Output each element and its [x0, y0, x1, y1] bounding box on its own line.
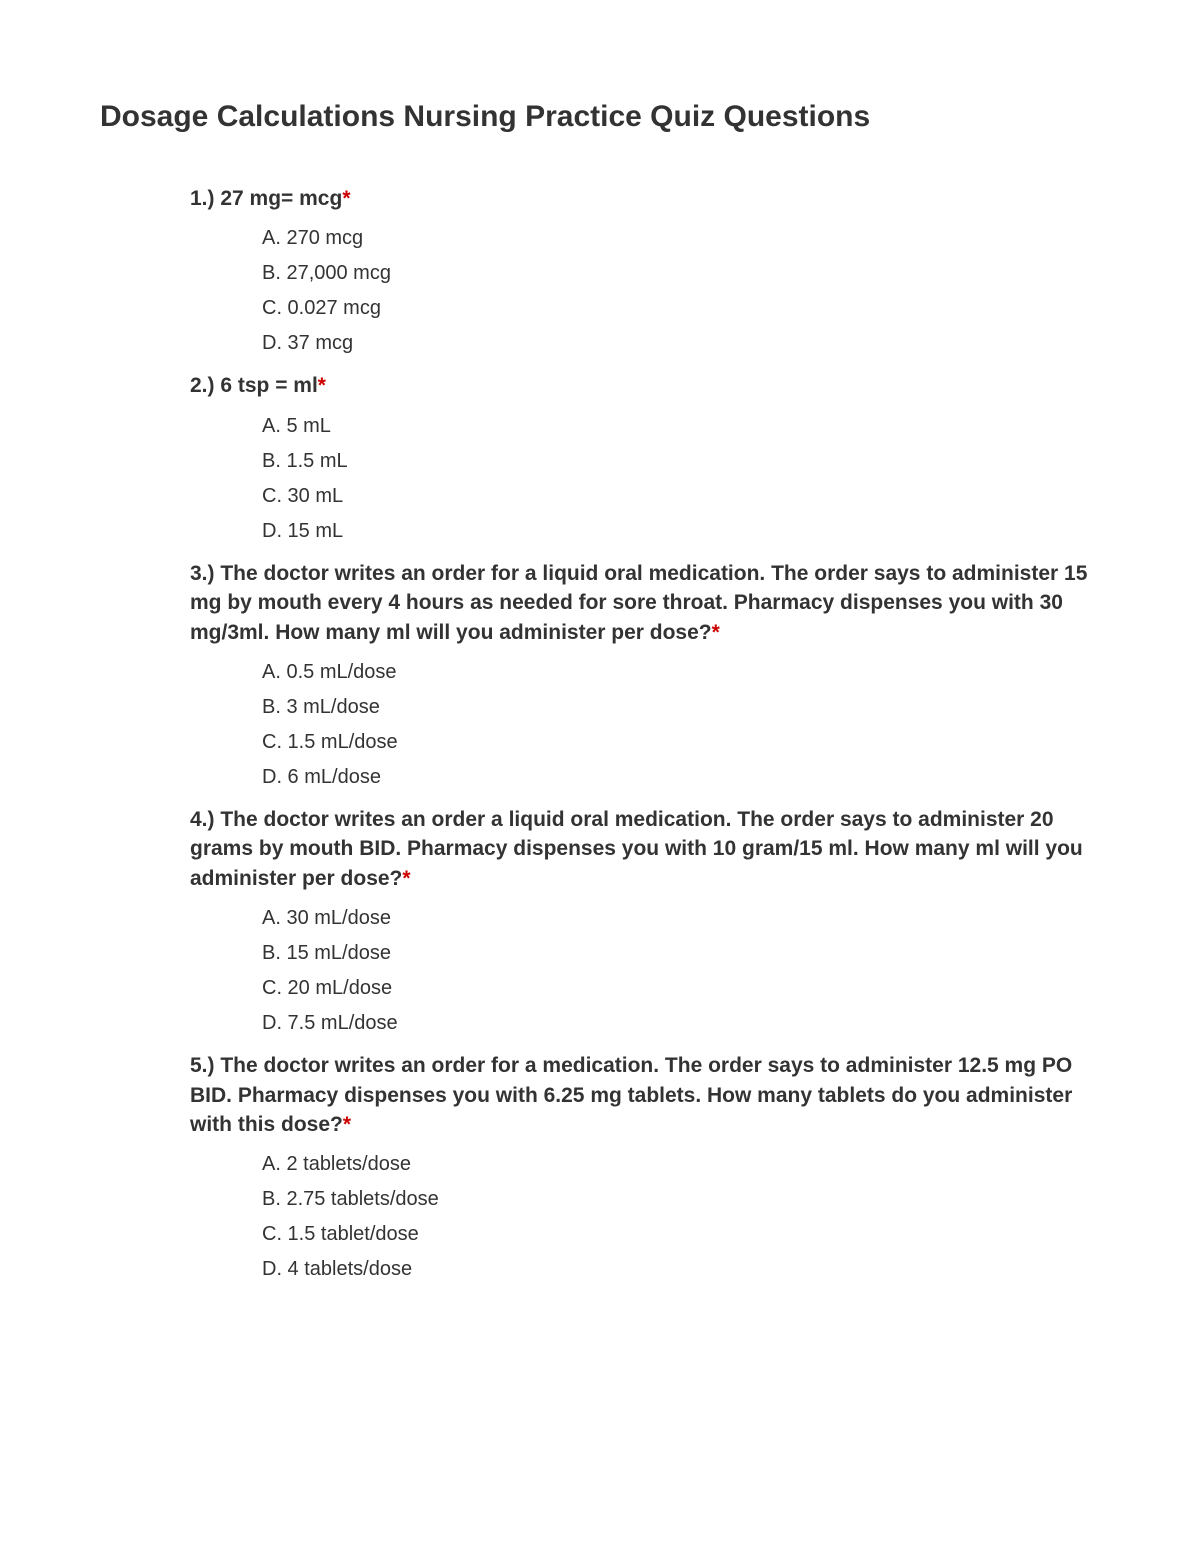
- options-list: A. 5 mLB. 1.5 mLC. 30 mLD. 15 mL: [262, 409, 1100, 549]
- option: A. 0.5 mL/dose: [262, 655, 1100, 690]
- option: D. 6 mL/dose: [262, 760, 1100, 795]
- required-asterisk: *: [342, 187, 350, 210]
- question-text: 4.) The doctor writes an order a liquid …: [190, 805, 1100, 893]
- option: C. 1.5 tablet/dose: [262, 1217, 1100, 1252]
- question-text: 2.) 6 tsp = ml*: [190, 371, 1100, 400]
- option: C. 30 mL: [262, 479, 1100, 514]
- question-number: 4.): [190, 808, 220, 831]
- question: 3.) The doctor writes an order for a liq…: [190, 559, 1100, 795]
- question: 5.) The doctor writes an order for a med…: [190, 1051, 1100, 1287]
- option: C. 1.5 mL/dose: [262, 725, 1100, 760]
- question: 1.) 27 mg= mcg* A. 270 mcgB. 27,000 mcgC.…: [190, 184, 1100, 361]
- required-asterisk: *: [712, 621, 720, 644]
- option: A. 5 mL: [262, 409, 1100, 444]
- question-text: 5.) The doctor writes an order for a med…: [190, 1051, 1100, 1139]
- option: A. 2 tablets/dose: [262, 1147, 1100, 1182]
- options-list: A. 2 tablets/doseB. 2.75 tablets/doseC. …: [262, 1147, 1100, 1287]
- question-text: 1.) 27 mg= mcg*: [190, 184, 1100, 213]
- options-list: A. 0.5 mL/doseB. 3 mL/doseC. 1.5 mL/dose…: [262, 655, 1100, 795]
- document-page: Dosage Calculations Nursing Practice Qui…: [0, 0, 1200, 1397]
- question-body: The doctor writes an order a liquid oral…: [190, 808, 1083, 890]
- questions-container: 1.) 27 mg= mcg*A. 270 mcgB. 27,000 mcgC.…: [190, 184, 1100, 1287]
- question-body: The doctor writes an order for a liquid …: [190, 562, 1087, 644]
- required-asterisk: *: [318, 374, 326, 397]
- option: D. 4 tablets/dose: [262, 1252, 1100, 1287]
- question-number: 3.): [190, 562, 220, 585]
- options-list: A. 270 mcgB. 27,000 mcgC. 0.027 mcgD. 37…: [262, 221, 1100, 361]
- option: A. 30 mL/dose: [262, 901, 1100, 936]
- question-body: 6 tsp = ml: [220, 374, 317, 397]
- question-body: The doctor writes an order for a medicat…: [190, 1054, 1072, 1136]
- question-number: 5.): [190, 1054, 220, 1077]
- option: B. 2.75 tablets/dose: [262, 1182, 1100, 1217]
- option: D. 15 mL: [262, 514, 1100, 549]
- required-asterisk: *: [343, 1113, 351, 1136]
- option: C. 0.027 mcg: [262, 291, 1100, 326]
- option: B. 15 mL/dose: [262, 936, 1100, 971]
- options-list: A. 30 mL/doseB. 15 mL/doseC. 20 mL/doseD…: [262, 901, 1100, 1041]
- option: B. 1.5 mL: [262, 444, 1100, 479]
- option: C. 20 mL/dose: [262, 971, 1100, 1006]
- option: D. 7.5 mL/dose: [262, 1006, 1100, 1041]
- question: 4.) The doctor writes an order a liquid …: [190, 805, 1100, 1041]
- option: A. 270 mcg: [262, 221, 1100, 256]
- question-body: 27 mg= mcg: [220, 187, 342, 210]
- option: D. 37 mcg: [262, 326, 1100, 361]
- page-title: Dosage Calculations Nursing Practice Qui…: [100, 100, 1100, 134]
- question: 2.) 6 tsp = ml* A. 5 mLB. 1.5 mLC. 30 mLD…: [190, 371, 1100, 548]
- question-number: 1.): [190, 187, 220, 210]
- question-text: 3.) The doctor writes an order for a liq…: [190, 559, 1100, 647]
- option: B. 27,000 mcg: [262, 256, 1100, 291]
- required-asterisk: *: [402, 867, 410, 890]
- question-number: 2.): [190, 374, 220, 397]
- option: B. 3 mL/dose: [262, 690, 1100, 725]
